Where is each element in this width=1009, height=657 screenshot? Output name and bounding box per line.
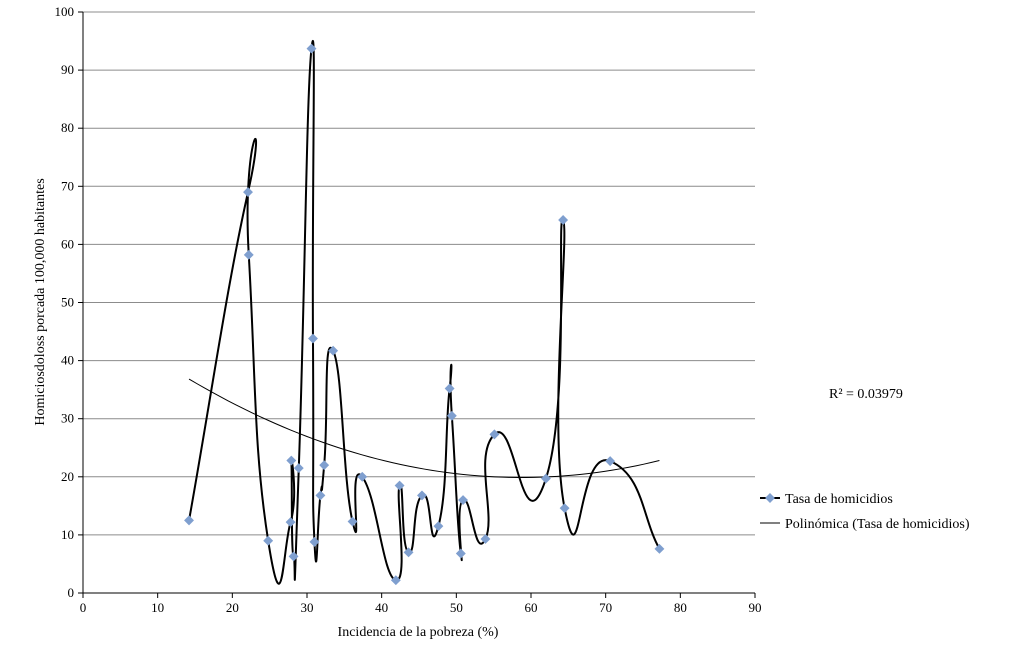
data-point	[605, 456, 616, 467]
trend-line-polinomica	[188, 378, 660, 478]
data-point	[455, 548, 466, 559]
data-point	[308, 333, 318, 344]
data-point	[417, 490, 427, 501]
y-tick-label: 0	[68, 585, 75, 600]
series-line-group	[188, 40, 661, 585]
data-point	[654, 543, 665, 554]
gridlines	[83, 11, 755, 536]
y-tick-label: 10	[61, 527, 74, 542]
x-tick-label: 10	[151, 600, 164, 615]
data-point	[285, 517, 296, 528]
x-tick-label: 50	[450, 600, 463, 615]
data-point	[315, 490, 326, 501]
r-squared-label: R² = 0.03979	[829, 387, 903, 402]
data-point	[444, 383, 455, 394]
data-point	[286, 455, 297, 466]
y-tick-label: 50	[61, 295, 74, 310]
x-tick-label: 70	[599, 600, 612, 615]
data-point	[243, 249, 254, 260]
data-point	[293, 463, 304, 474]
x-tick-label: 0	[80, 600, 87, 615]
x-tick-label: 40	[375, 600, 388, 615]
y-tick-label: 90	[61, 62, 74, 77]
data-point	[559, 503, 570, 514]
x-tick-label: 60	[525, 600, 538, 615]
x-tick-label: 20	[226, 600, 239, 615]
y-tick-label: 40	[61, 353, 74, 368]
data-point	[263, 535, 274, 546]
data-point	[288, 551, 299, 562]
data-point	[243, 187, 253, 198]
x-tick-labels: 0 10 20 30 40 50 60 70 80 90	[80, 600, 762, 615]
data-point	[328, 345, 339, 356]
y-tick-label: 80	[61, 120, 74, 135]
data-point	[489, 429, 500, 440]
data-point	[390, 575, 401, 586]
y-axis-title: Homiciosdoloss porcada 100,000 habitante…	[33, 178, 48, 425]
y-tick-label: 60	[61, 236, 74, 251]
y-tick-label: 30	[61, 411, 74, 426]
legend: Tasa de homicidios Polinómica (Tasa de h…	[760, 492, 970, 532]
legend-label-series: Tasa de homicidios	[785, 492, 893, 507]
data-point	[458, 495, 469, 505]
y-tick-labels: 0 10 20 30 40 50 60 70 80 90 100	[55, 4, 75, 600]
x-axis-title: Incidencia de la pobreza (%)	[338, 625, 499, 640]
data-point	[347, 516, 358, 527]
data-point	[403, 547, 414, 558]
x-tick-label: 30	[301, 600, 314, 615]
y-tick-label: 70	[61, 178, 74, 193]
data-point	[306, 43, 317, 54]
data-point	[433, 521, 444, 532]
data-point	[480, 534, 491, 544]
axes	[78, 11, 756, 598]
y-tick-label: 100	[55, 4, 75, 19]
legend-label-trend: Polinómica (Tasa de homicidios)	[785, 517, 970, 532]
data-point	[540, 473, 551, 484]
data-point	[446, 410, 457, 421]
y-tick-label: 20	[61, 469, 74, 484]
x-tick-label: 80	[674, 600, 687, 615]
data-point	[319, 460, 330, 471]
series-line-tasa	[188, 40, 661, 585]
data-point	[184, 515, 194, 526]
data-points	[184, 43, 665, 586]
legend-swatch-marker	[765, 493, 775, 503]
data-point	[309, 536, 320, 547]
data-point	[394, 480, 405, 491]
data-point	[357, 471, 368, 482]
trend-line-group	[188, 378, 660, 478]
data-point	[558, 215, 569, 225]
x-tick-label: 90	[749, 600, 762, 615]
